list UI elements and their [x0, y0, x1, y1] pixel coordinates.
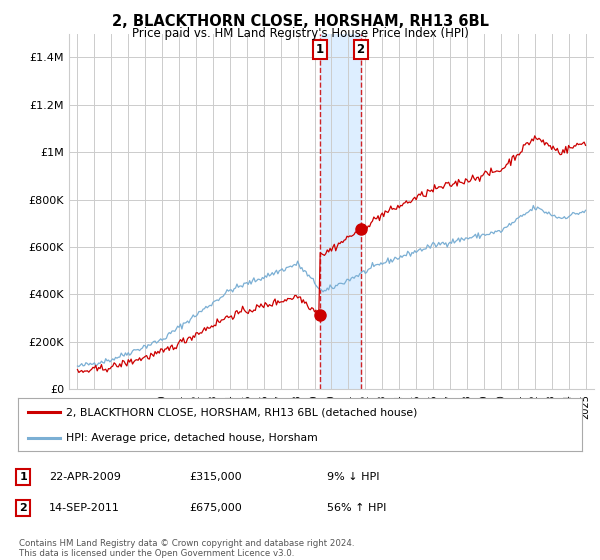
Text: 2: 2 — [19, 503, 27, 513]
Text: £675,000: £675,000 — [189, 503, 242, 513]
Text: 56% ↑ HPI: 56% ↑ HPI — [327, 503, 386, 513]
Text: 1: 1 — [19, 472, 27, 482]
Text: HPI: Average price, detached house, Horsham: HPI: Average price, detached house, Hors… — [66, 433, 317, 443]
Text: 2, BLACKTHORN CLOSE, HORSHAM, RH13 6BL: 2, BLACKTHORN CLOSE, HORSHAM, RH13 6BL — [112, 14, 488, 29]
Text: Price paid vs. HM Land Registry's House Price Index (HPI): Price paid vs. HM Land Registry's House … — [131, 27, 469, 40]
Text: 2: 2 — [356, 43, 365, 56]
Bar — [320, 34, 361, 389]
Text: Contains HM Land Registry data © Crown copyright and database right 2024.
This d: Contains HM Land Registry data © Crown c… — [19, 539, 355, 558]
Text: £315,000: £315,000 — [189, 472, 242, 482]
Text: 2, BLACKTHORN CLOSE, HORSHAM, RH13 6BL (detached house): 2, BLACKTHORN CLOSE, HORSHAM, RH13 6BL (… — [66, 408, 418, 418]
Text: 9% ↓ HPI: 9% ↓ HPI — [327, 472, 380, 482]
Text: 14-SEP-2011: 14-SEP-2011 — [49, 503, 120, 513]
Text: 22-APR-2009: 22-APR-2009 — [49, 472, 121, 482]
Text: 1: 1 — [316, 43, 324, 56]
